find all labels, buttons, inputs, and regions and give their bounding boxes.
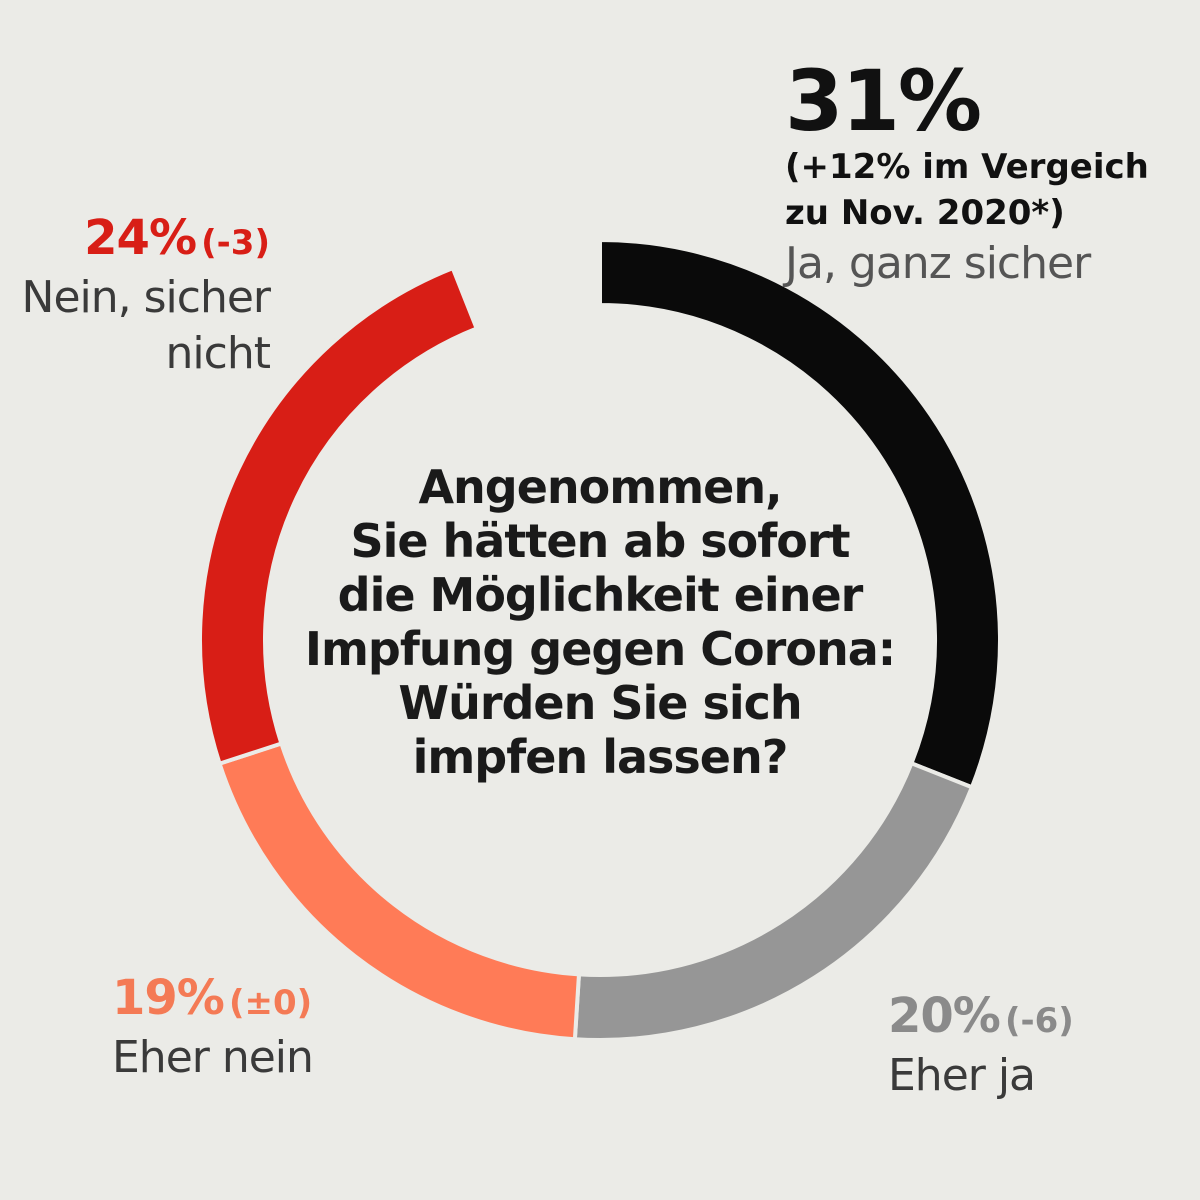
slice-category: Eher ja <box>888 1050 1036 1101</box>
label-eher-ja: 20% (-6) Eher ja <box>888 984 1074 1104</box>
chart-question: Angenommen, Sie hätten ab sofort die Mög… <box>304 460 896 784</box>
slice-percent: 24% <box>84 210 197 266</box>
slice-percent: 19% <box>112 970 225 1026</box>
slice-nein-sicher <box>198 265 480 767</box>
slice-percent: 31% <box>785 52 982 150</box>
label-eher-nein: 19% (±0) Eher nein <box>112 966 314 1086</box>
slice-change-note: (+12% im Vergeich zu Nov. 2020*) <box>785 147 1149 233</box>
slice-category: Eher nein <box>112 1032 314 1083</box>
slice-category: Ja, ganz sicher <box>785 238 1091 289</box>
slice-category: Nein, sicher nicht <box>21 272 271 379</box>
slice-change: (±0) <box>228 983 313 1023</box>
slice-percent: 20% <box>888 988 1001 1044</box>
slice-change: (-6) <box>1004 1001 1074 1041</box>
label-ja-ganz-sicher: 31% (+12% im Vergeich zu Nov. 2020*) Ja,… <box>785 58 1149 292</box>
slice-change: (-3) <box>201 223 270 263</box>
label-nein-sicher-nicht: 24% (-3) Nein, sicher nicht <box>21 206 271 382</box>
